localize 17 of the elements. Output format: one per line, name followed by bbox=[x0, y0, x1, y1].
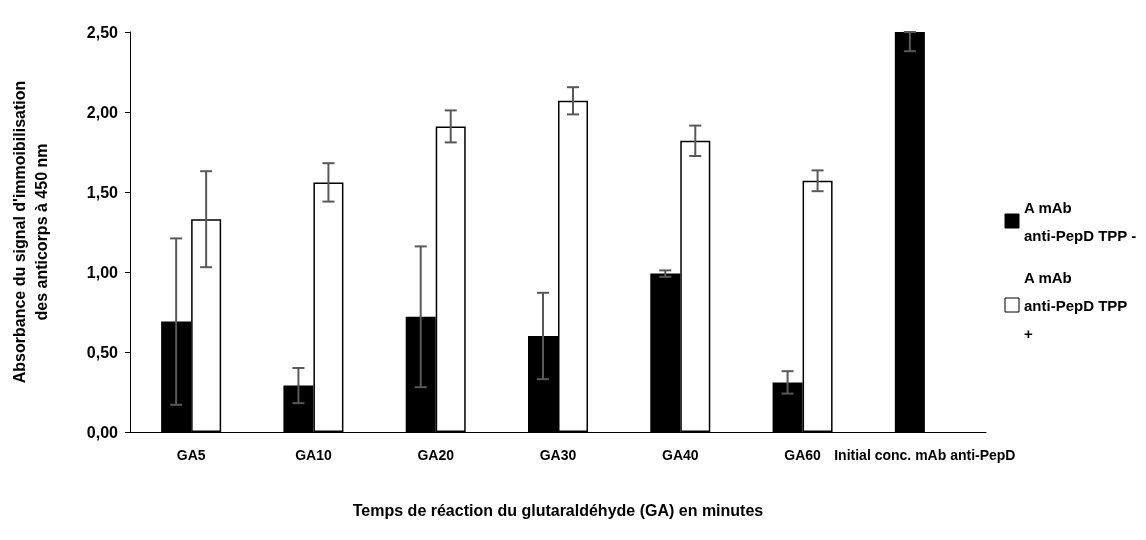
y-tick-label: 0,50 bbox=[86, 343, 119, 361]
legend-label: A mAb anti-PepD TPP + bbox=[1024, 268, 1132, 342]
x-tick-label: GA30 bbox=[539, 447, 577, 463]
x-tick-label: GA20 bbox=[417, 447, 455, 463]
x-tick-label: GA60 bbox=[784, 447, 822, 463]
legend-label: A mAb anti-PepD TPP - bbox=[1024, 198, 1137, 244]
y-tick-label: 2,50 bbox=[86, 23, 119, 41]
y-tick-label: 1,00 bbox=[86, 263, 119, 281]
x-tick-label: GA5 bbox=[176, 447, 206, 463]
x-tick-label: GA10 bbox=[295, 447, 332, 463]
y-tick-label: 0,00 bbox=[86, 423, 119, 441]
y-axis-title: Absorbance du signal d'immoibilisation des anticorps à 450 nm bbox=[10, 80, 50, 384]
x-axis-title: Temps de réaction du glutaraldéhyde (GA) en minutes bbox=[352, 501, 764, 519]
x-tick-label: Initial conc. mAb anti-PepD bbox=[834, 447, 1016, 463]
x-tick-label: GA40 bbox=[662, 447, 699, 463]
y-tick-label: 1,50 bbox=[86, 183, 119, 201]
y-tick-label: 2,00 bbox=[86, 103, 119, 121]
